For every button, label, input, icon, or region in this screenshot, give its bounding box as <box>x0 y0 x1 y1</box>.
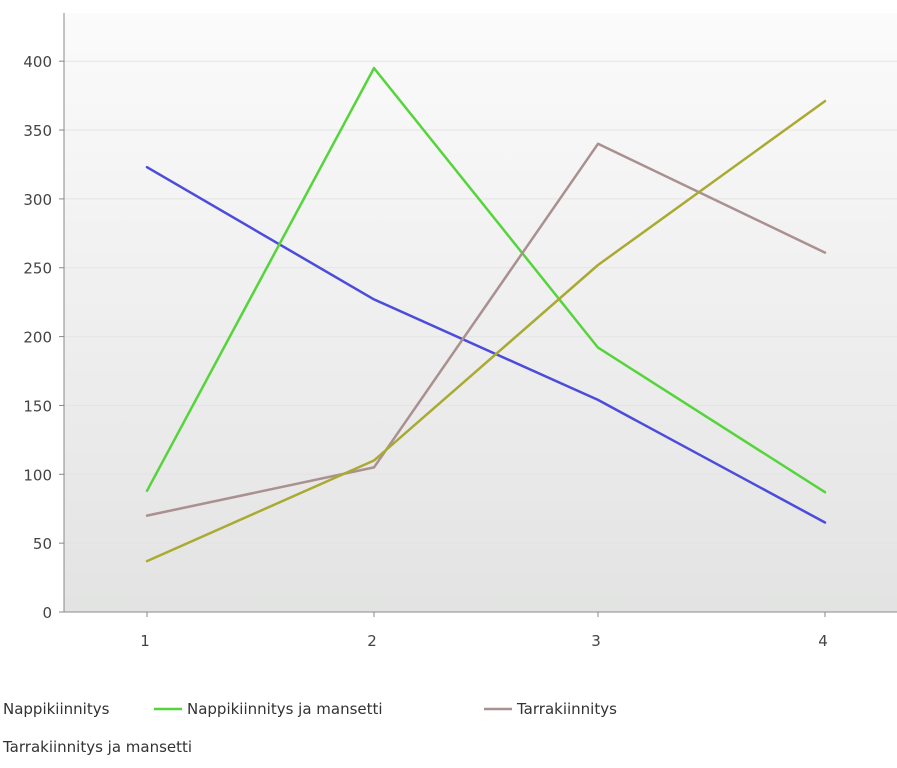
y-tick-label: 0 <box>42 604 52 622</box>
y-tick-label: 200 <box>23 329 52 347</box>
legend-label: Nappikiinnitys ja mansetti <box>187 700 383 718</box>
series-line-1 <box>145 165 827 524</box>
axes: 0 50 100 150 200 250 300 350 400 1 2 3 4 <box>23 13 897 650</box>
series-line-4 <box>145 99 827 563</box>
x-tick-label: 2 <box>367 632 377 650</box>
legend: Nappikiinnitys Nappikiinnitys ja mansetti… <box>2 700 617 756</box>
legend-label: Tarrakiinnitys <box>516 700 617 718</box>
y-tick-label: 250 <box>23 260 52 278</box>
x-tick-label: 3 <box>591 632 601 650</box>
x-tick-label: 1 <box>140 632 150 650</box>
series-lines <box>145 66 827 563</box>
x-tick-label: 4 <box>818 632 828 650</box>
y-tick-label: 350 <box>23 122 52 140</box>
y-tick-label: 400 <box>23 53 52 71</box>
y-tick-label: 150 <box>23 397 52 415</box>
grid <box>64 60 897 544</box>
y-tick-label: 50 <box>33 535 52 553</box>
legend-label: Nappikiinnitys <box>3 700 110 718</box>
series-line-3 <box>145 142 827 517</box>
series-line-2 <box>145 66 827 494</box>
y-tick-label: 300 <box>23 191 52 209</box>
legend-label: Tarrakiinnitys ja mansetti <box>2 738 192 756</box>
y-tick-label: 100 <box>23 466 52 484</box>
